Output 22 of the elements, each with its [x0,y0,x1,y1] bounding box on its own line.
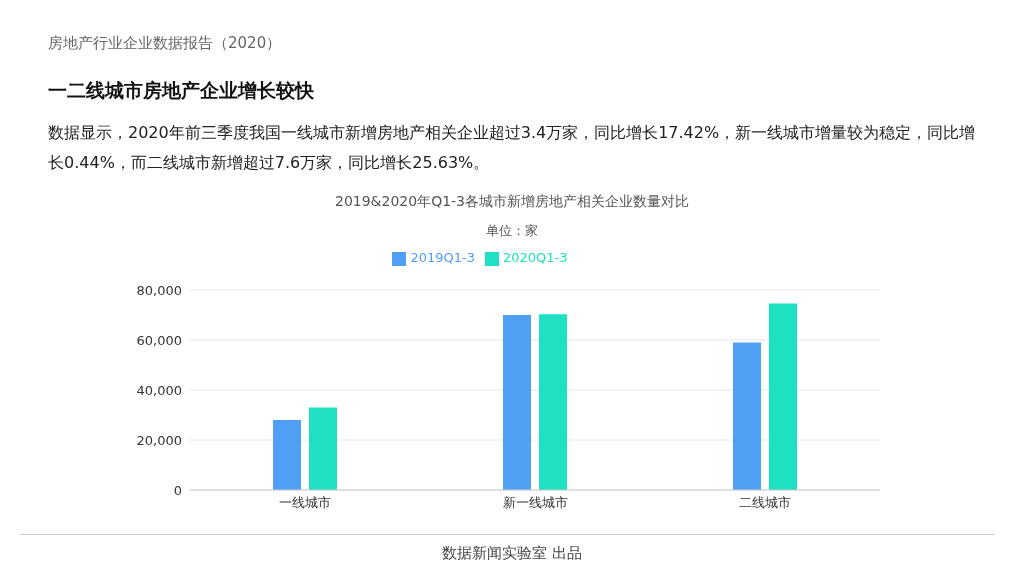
x-tick-label: 二线城市 [739,495,791,511]
legend-label: 2020Q1-3 [503,250,568,265]
bar [273,420,301,490]
y-tick-label: 60,000 [136,332,182,348]
bar [539,314,567,490]
bar [769,303,797,490]
chart-title: 2019&2020年Q1-3各城市新增房地产相关企业数量对比 [333,193,691,211]
y-tick-label: 40,000 [136,382,182,398]
y-tick-label: 80,000 [136,282,182,298]
x-tick-label: 新一线城市 [502,495,568,511]
y-tick-label: 20,000 [136,432,182,448]
chart-subtitle: 单位：家 [485,222,539,240]
text: 数据显示，2020年前三季度我国一线城市新增房地产相关企业超过3.4万家，同比增长17.42%，新一线城市增量较为稳定，同比增长0.44%，而二线城市新增超过7.6万家，同比增长25.63%。 [48,122,977,174]
bar [309,407,337,490]
x-tick-label: 一线城市 [279,495,331,511]
bar [733,342,761,490]
y-tick-label: 0 [173,482,182,498]
text: 房地产行业企业数据报告（2020） [48,34,282,53]
text: 一二线城市房地产企业增长较快 [48,78,314,103]
bar [503,315,531,490]
legend-label: 2019Q1-3 [410,250,475,265]
text: 数据新闻实验室 出品 [441,544,583,563]
